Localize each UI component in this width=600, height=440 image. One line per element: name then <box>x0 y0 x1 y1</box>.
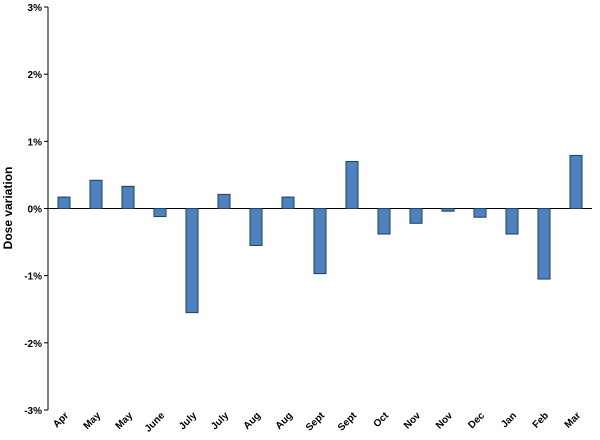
x-tick-label: Dec <box>466 410 487 431</box>
chart-bars <box>57 154 583 314</box>
bar <box>281 196 295 209</box>
y-tick-label: -2% <box>24 339 42 350</box>
y-tick-label: 0% <box>28 205 43 216</box>
bar <box>345 160 359 210</box>
x-tick-label: Aug <box>242 410 264 432</box>
bar <box>377 208 391 235</box>
bar <box>217 193 231 210</box>
x-tick-label: July <box>177 410 199 432</box>
x-tick-label: July <box>209 410 231 432</box>
bar <box>505 208 519 235</box>
bar <box>441 208 455 212</box>
x-tick-label: May <box>82 410 104 432</box>
bar <box>153 208 167 218</box>
bar <box>409 208 423 224</box>
y-tick-label: 2% <box>28 70 43 81</box>
x-tick-label: Feb <box>531 410 551 430</box>
bar <box>249 208 263 246</box>
bar <box>537 208 551 280</box>
x-tick-label: Aug <box>274 410 296 432</box>
y-tick-label: 1% <box>28 137 43 148</box>
y-axis-title: Dose variation <box>1 167 15 250</box>
x-tick-label: Nov <box>434 410 455 431</box>
y-tick-label: -3% <box>24 406 42 417</box>
x-tick-label: Apr <box>51 410 71 430</box>
x-tick-label: Nov <box>402 410 423 431</box>
x-tick-label: Oct <box>372 410 392 430</box>
bar <box>89 179 103 209</box>
x-tick-labels: Apr May May June July July Aug Aug Sept Sept Oct No… <box>51 410 583 435</box>
x-tick-label: May <box>114 410 136 432</box>
y-tick-label: 3% <box>28 3 43 14</box>
x-tick-label: Sept <box>336 410 360 434</box>
x-tick-label: June <box>143 410 168 435</box>
y-tick-labels: 3% 2% 1% 0% -1% -2% -3% <box>24 3 42 417</box>
bar <box>313 208 327 275</box>
bar <box>121 185 135 210</box>
bar <box>569 154 583 210</box>
bar <box>57 196 71 209</box>
x-tick-label: Jan <box>499 410 519 430</box>
bar <box>473 208 487 218</box>
bar <box>185 208 199 314</box>
x-tick-label: Sept <box>304 410 328 434</box>
y-tick-label: -1% <box>24 272 42 283</box>
x-tick-label: Mar <box>563 410 583 430</box>
